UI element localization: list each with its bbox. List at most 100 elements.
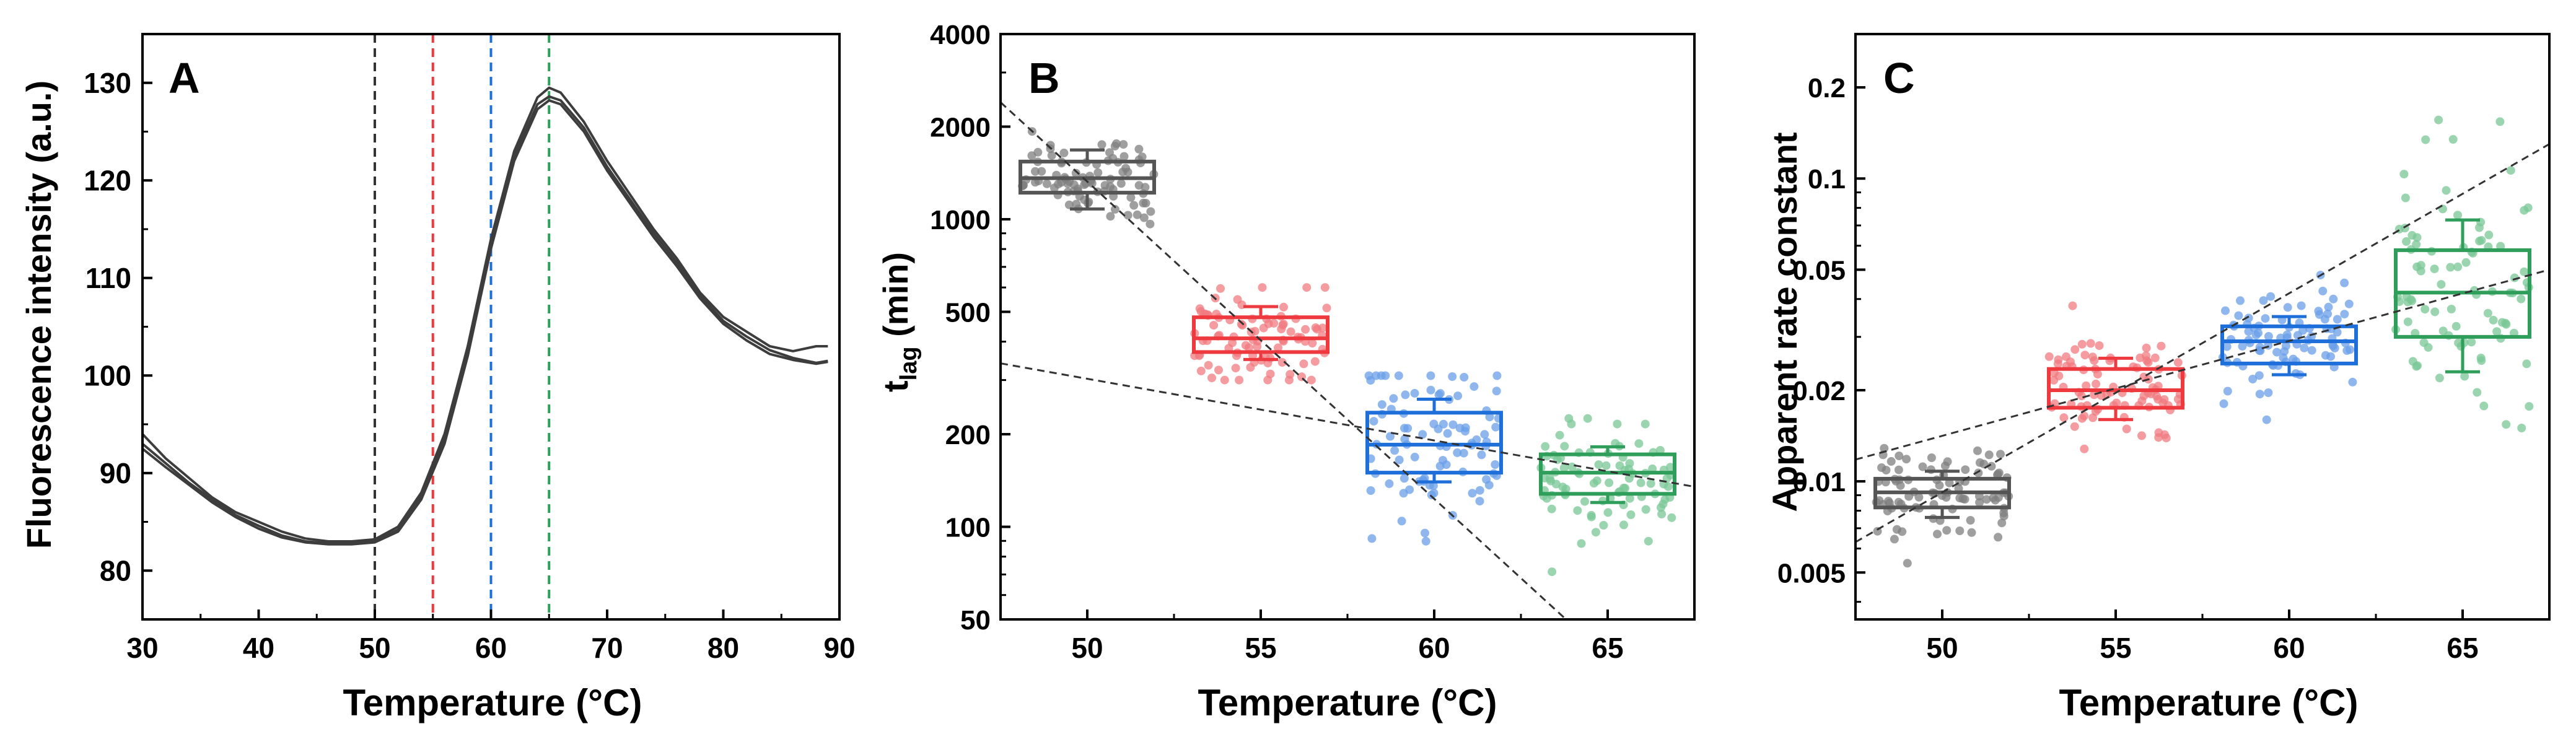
data-point-60	[2222, 342, 2232, 351]
data-point-55	[2173, 358, 2183, 367]
data-point-60	[1448, 420, 1458, 429]
data-point-50	[1902, 455, 1911, 464]
data-point-65	[1646, 479, 1655, 488]
fit-line-2	[1001, 362, 1694, 488]
data-point-60	[2289, 354, 2298, 364]
data-point-55	[2144, 358, 2153, 367]
data-point-60	[1395, 455, 1404, 465]
data-point-65	[1599, 521, 1608, 530]
data-point-60	[1390, 446, 1400, 455]
data-point-50	[1886, 456, 1896, 466]
data-point-65	[1667, 513, 1676, 522]
data-point-55	[1286, 327, 1295, 336]
data-point-60	[1403, 424, 1413, 433]
data-point-60	[1397, 517, 1406, 526]
data-point-50	[1961, 465, 1970, 474]
data-point-60	[2320, 315, 2329, 324]
data-point-60	[2244, 313, 2253, 323]
data-point-60	[1421, 536, 1430, 546]
data-point-65	[1644, 536, 1653, 546]
data-point-60	[2264, 332, 2273, 341]
data-point-65	[2479, 401, 2489, 411]
data-point-50	[1129, 201, 1139, 210]
y-tick-label: 50	[960, 605, 991, 636]
data-point-50	[1996, 450, 2005, 459]
data-point-55	[1231, 364, 1240, 373]
data-point-65	[1655, 446, 1665, 455]
data-point-60	[1377, 400, 1387, 409]
data-point-50	[1027, 151, 1036, 160]
data-point-60	[2262, 415, 2271, 424]
data-point-50	[1890, 535, 1899, 544]
data-point-65	[1605, 478, 1614, 487]
data-point-50	[1105, 148, 1114, 157]
panel-b-ylabel-sub: lag	[896, 346, 922, 380]
data-point-55	[1318, 323, 1327, 333]
data-point-50	[1960, 495, 1969, 504]
data-point-50	[1119, 152, 1129, 161]
data-point-55	[1209, 321, 1219, 330]
data-point-50	[1139, 213, 1149, 222]
data-point-50	[1146, 219, 1155, 229]
data-point-65	[2420, 305, 2430, 314]
data-point-60	[2314, 307, 2323, 316]
data-point-65	[1601, 461, 1611, 470]
data-point-65	[1559, 463, 1569, 473]
data-point-65	[2442, 186, 2451, 195]
data-point-65	[2446, 263, 2455, 272]
data-point-55	[1299, 359, 1308, 369]
data-point-60	[1405, 485, 1414, 494]
data-point-65	[1657, 510, 1667, 518]
data-point-65	[2401, 193, 2410, 203]
data-point-60	[2340, 278, 2349, 287]
x-tick-label: 50	[359, 632, 390, 664]
data-point-55	[1233, 295, 1242, 304]
data-point-60	[2272, 347, 2282, 357]
data-point-65	[2453, 211, 2462, 220]
data-point-65	[2525, 402, 2534, 411]
data-point-65	[2522, 359, 2531, 369]
data-point-55	[1279, 302, 1288, 312]
data-point-50	[1975, 498, 1984, 507]
data-point-50	[1904, 492, 1914, 501]
data-point-60	[1453, 391, 1463, 401]
data-point-60	[1475, 497, 1484, 506]
data-point-50	[1069, 180, 1079, 190]
data-point-50	[1999, 512, 2009, 521]
x-tick-label: 60	[1418, 632, 1450, 664]
data-point-65	[2412, 233, 2422, 242]
data-point-65	[2448, 135, 2458, 144]
data-point-55	[1196, 366, 1206, 375]
data-point-65	[1591, 528, 1600, 537]
y-tick-label: 200	[945, 420, 991, 450]
data-point-55	[2080, 351, 2090, 360]
data-point-60	[1385, 479, 1394, 488]
data-point-65	[2477, 356, 2486, 365]
data-point-55	[2053, 359, 2062, 369]
data-point-55	[1301, 325, 1310, 334]
data-point-65	[1587, 510, 1596, 520]
data-point-55	[2150, 353, 2160, 362]
data-point-65	[1613, 419, 1622, 429]
y-tick-label: 100	[945, 513, 991, 543]
data-point-55	[1311, 323, 1320, 332]
data-point-60	[2259, 296, 2268, 305]
data-point-65	[2460, 372, 2469, 381]
data-point-50	[1955, 526, 1965, 535]
x-tick-label: 60	[2273, 632, 2305, 664]
y-tick-label: 0.02	[1792, 376, 1846, 406]
y-tick-label: 100	[84, 359, 131, 391]
data-point-60	[2221, 306, 2230, 315]
fluorescence-curve-2	[141, 95, 828, 545]
data-point-50	[1119, 140, 1128, 149]
data-point-55	[2077, 414, 2087, 423]
data-point-50	[1042, 179, 1051, 188]
data-point-60	[2236, 296, 2245, 305]
data-point-55	[1320, 283, 1330, 292]
data-point-55	[1278, 321, 1287, 330]
data-point-50	[1945, 478, 1954, 487]
data-point-60	[1468, 489, 1477, 498]
data-point-55	[2112, 398, 2121, 408]
data-point-65	[2520, 206, 2529, 215]
data-point-60	[1426, 385, 1435, 395]
